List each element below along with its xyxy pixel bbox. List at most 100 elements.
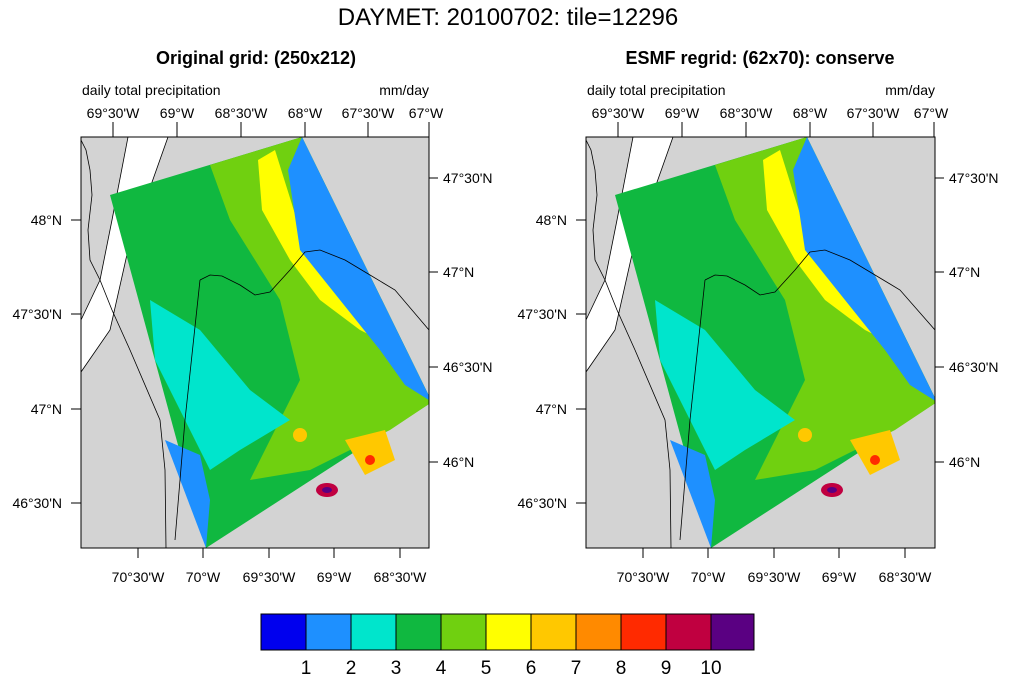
top-tick-label: 67°W bbox=[409, 105, 444, 121]
colorbar-swatch bbox=[711, 614, 754, 650]
precip-level-2 bbox=[150, 300, 290, 470]
colorbar-label: 6 bbox=[526, 658, 537, 679]
bottom-tick-label: 69°30'W bbox=[748, 569, 801, 585]
top-tick-label: 67°30'W bbox=[847, 105, 900, 121]
bottom-tick-label: 69°30'W bbox=[243, 569, 296, 585]
colorbar-label: 8 bbox=[616, 658, 627, 679]
top-tick-label: 68°W bbox=[288, 105, 323, 121]
border-line bbox=[679, 279, 706, 541]
units-label: mm/day bbox=[885, 82, 935, 98]
right-tick-label: 46°30'N bbox=[443, 359, 493, 375]
map-frame bbox=[80, 136, 430, 549]
colorbar-label: 2 bbox=[346, 658, 357, 679]
bottom-tick-label: 68°30'W bbox=[879, 569, 932, 585]
left-tick-label: 47°30'N bbox=[517, 306, 567, 322]
panel-title: ESMF regrid: (62x70): conserve bbox=[625, 48, 894, 68]
colorbar-label: 9 bbox=[661, 658, 672, 679]
precip-level-1-ne bbox=[793, 137, 935, 401]
precip-level-8-spot bbox=[365, 455, 375, 465]
left-tick-label: 48°N bbox=[536, 212, 567, 228]
colorbar-swatch bbox=[441, 614, 486, 650]
colorbar-label: 7 bbox=[571, 658, 582, 679]
precip-level-10-spot bbox=[322, 487, 332, 493]
top-tick-label: 67°W bbox=[914, 105, 949, 121]
top-tick-label: 69°W bbox=[160, 105, 195, 121]
bottom-tick-label: 69°W bbox=[822, 569, 857, 585]
colorbar: 1 2 3 4 5 6 7 8 9 10 bbox=[260, 613, 755, 679]
top-tick-label: 67°30'W bbox=[342, 105, 395, 121]
colorbar-swatch bbox=[666, 614, 711, 650]
tick-marks bbox=[71, 122, 438, 558]
left-tick-label: 46°30'N bbox=[517, 495, 567, 511]
colorbar-swatch bbox=[261, 614, 306, 650]
right-tick-label: 46°N bbox=[949, 454, 980, 470]
colorbar-swatch bbox=[576, 614, 621, 650]
colorbar-label: 5 bbox=[481, 658, 492, 679]
precip-level-5 bbox=[258, 150, 380, 340]
border-line bbox=[704, 249, 935, 331]
left-tick-label: 48°N bbox=[31, 212, 62, 228]
top-tick-label: 68°30'W bbox=[720, 105, 773, 121]
colorbar-swatch bbox=[621, 614, 666, 650]
precip-field bbox=[615, 137, 935, 548]
panel-esmf-regrid: ESMF regrid: (62x70): conserve daily tot… bbox=[517, 48, 998, 585]
colorbar-swatch bbox=[351, 614, 396, 650]
map-area bbox=[81, 137, 429, 548]
precip-level-6-spot bbox=[293, 428, 307, 442]
tick-marks bbox=[576, 122, 944, 558]
precip-level-4 bbox=[210, 137, 429, 480]
left-tick-label: 47°N bbox=[31, 401, 62, 417]
figure-title: DAYMET: 20100702: tile=12296 bbox=[337, 4, 679, 31]
bottom-tick-label: 68°30'W bbox=[374, 569, 427, 585]
colorbar-label: 4 bbox=[436, 658, 447, 679]
map-frame bbox=[585, 136, 936, 549]
colorbar-swatch bbox=[531, 614, 576, 650]
left-tick-label: 47°30'N bbox=[12, 306, 62, 322]
colorbar-label: 3 bbox=[391, 658, 402, 679]
precip-level-6 bbox=[345, 430, 395, 475]
colorbar-label: 1 bbox=[301, 658, 312, 679]
panel-title: Original grid: (250x212) bbox=[156, 48, 356, 68]
precip-field bbox=[110, 137, 429, 548]
colorbar-label: 10 bbox=[700, 658, 721, 679]
precip-level-6-spot bbox=[798, 428, 812, 442]
top-tick-label: 68°W bbox=[793, 105, 828, 121]
top-tick-label: 68°30'W bbox=[215, 105, 268, 121]
border-line bbox=[81, 139, 167, 548]
colorbar-swatch bbox=[396, 614, 441, 650]
precip-level-4 bbox=[715, 137, 935, 480]
precip-level-10-spot bbox=[827, 487, 837, 493]
border-line bbox=[586, 139, 672, 548]
colorbar-swatch bbox=[306, 614, 351, 650]
top-tick-label: 69°W bbox=[665, 105, 700, 121]
border-line bbox=[174, 279, 201, 541]
border-line bbox=[199, 249, 429, 331]
right-tick-label: 46°30'N bbox=[949, 359, 999, 375]
precip-level-1-sw bbox=[670, 440, 715, 548]
colorbar-swatch bbox=[486, 614, 531, 650]
variable-label: daily total precipitation bbox=[82, 82, 221, 98]
variable-label: daily total precipitation bbox=[587, 82, 726, 98]
right-tick-label: 47°30'N bbox=[443, 170, 493, 186]
bottom-tick-label: 69°W bbox=[317, 569, 352, 585]
units-label: mm/day bbox=[379, 82, 429, 98]
precip-level-1-sw bbox=[165, 440, 210, 548]
left-tick-label: 47°N bbox=[536, 401, 567, 417]
precip-level-5 bbox=[763, 150, 885, 340]
precip-level-8-spot bbox=[870, 455, 880, 465]
top-tick-label: 69°30'W bbox=[87, 105, 140, 121]
border-line bbox=[428, 330, 429, 331]
top-tick-label: 69°30'W bbox=[592, 105, 645, 121]
right-tick-label: 46°N bbox=[443, 454, 474, 470]
right-tick-label: 47°N bbox=[443, 264, 474, 280]
bottom-tick-label: 70°W bbox=[691, 569, 726, 585]
right-tick-label: 47°N bbox=[949, 264, 980, 280]
panel-original-grid: Original grid: (250x212) daily total pre… bbox=[12, 48, 492, 585]
bottom-tick-label: 70°30'W bbox=[617, 569, 670, 585]
left-tick-label: 46°30'N bbox=[12, 495, 62, 511]
bottom-tick-label: 70°30'W bbox=[112, 569, 165, 585]
precip-level-6 bbox=[850, 430, 900, 475]
precip-level-2 bbox=[655, 300, 795, 470]
map-area bbox=[586, 137, 935, 548]
